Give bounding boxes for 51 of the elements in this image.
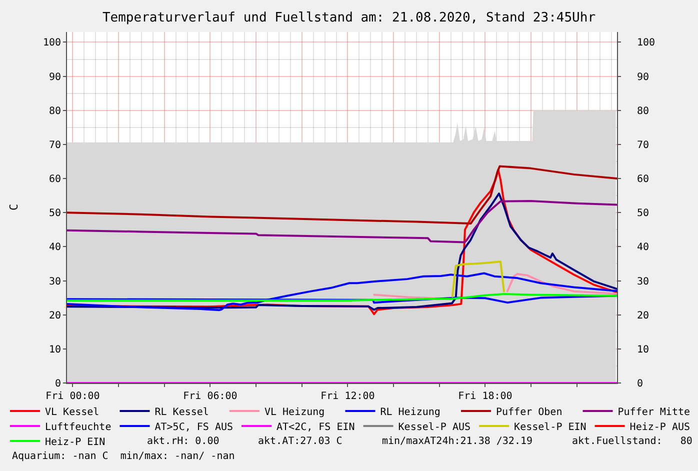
y-tick-label: 100 <box>42 38 61 49</box>
y2-tick-label: 70 <box>637 140 650 151</box>
x-tick-label: Fri 00:00 <box>46 391 100 402</box>
y-tick-label: 20 <box>48 310 61 322</box>
line-series <box>451 260 505 298</box>
legend-label: Heiz-P AUS <box>630 422 690 433</box>
legend-label: AT<2C, FS EIN <box>276 422 355 433</box>
x-tick-label: Fri 12:00 <box>320 391 375 402</box>
legend-label: Heiz-P EIN <box>45 436 106 448</box>
line-series <box>67 165 617 225</box>
x-tick-label: Fri 06:00 <box>183 391 238 402</box>
y-axis-title: C <box>8 204 20 210</box>
y2-tick-label: 100 <box>637 38 656 49</box>
x-tick-label: Fri 18:00 <box>458 391 512 402</box>
y-tick-label: 80 <box>48 106 61 117</box>
text: akt.rH: 0.00 <box>147 436 220 447</box>
legend-label: Puffer Mitte <box>618 406 690 418</box>
y2-tick-label: 90 <box>637 72 650 83</box>
legend-label: Luftfeuchte <box>45 422 112 433</box>
legend-label: Puffer Oben <box>496 406 562 418</box>
legend-label: RL Kessel <box>154 406 209 418</box>
legend-label: Kessel-P AUS <box>398 422 471 433</box>
line-series <box>67 200 617 244</box>
y-tick-label: 0 <box>54 378 61 390</box>
y2-tick-label: 0 <box>637 378 644 390</box>
legend-label: VL Kessel <box>45 406 100 418</box>
text: akt.Fuellstand: 80 <box>572 436 692 447</box>
text: min/maxAT24h:21.38 /32.19 <box>382 436 533 447</box>
legend-label: Kessel-P EIN <box>514 422 586 433</box>
legend-label: VL Heizung <box>264 406 325 418</box>
text: Aquarium: -nan C min/max: -nan/ -nan <box>12 451 235 462</box>
y-tick-label: 70 <box>48 140 61 151</box>
y2-tick-label: 10 <box>637 344 650 356</box>
y2-tick-label: 50 <box>637 208 650 220</box>
text: akt.AT:27.03 C <box>258 436 342 447</box>
y2-tick-label: 80 <box>637 106 650 117</box>
y-tick-label: 10 <box>48 344 61 356</box>
chart-title: Temperaturverlauf und Fuellstand am: 21.08.2020, Stand 23:45Uhr <box>102 10 596 26</box>
y-tick-label: 30 <box>48 276 61 288</box>
y-tick-label: 90 <box>48 72 61 83</box>
y-tick-label: 40 <box>48 242 61 254</box>
y-tick-label: 50 <box>48 208 61 220</box>
line-series <box>67 192 617 311</box>
legend-label: RL Heizung <box>380 406 440 418</box>
y2-tick-label: 20 <box>637 310 650 322</box>
y2-tick-label: 30 <box>637 276 650 288</box>
y-tick-label: 60 <box>48 174 61 186</box>
y2-tick-label: 60 <box>637 174 650 186</box>
line-series <box>67 272 617 312</box>
y2-tick-label: 40 <box>637 242 650 254</box>
legend-label: AT>5C, FS AUS <box>154 422 234 433</box>
